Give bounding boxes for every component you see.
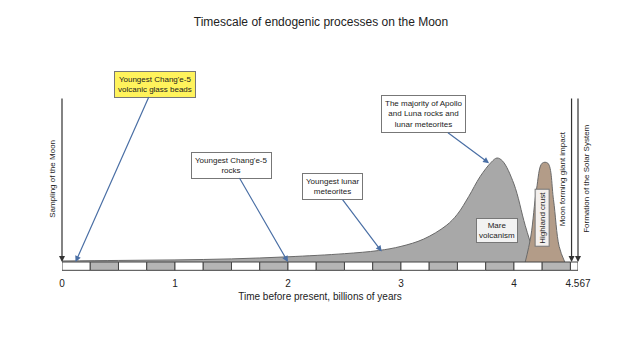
svg-text:Timescale of endogenic process: Timescale of endogenic processes on the … bbox=[194, 15, 448, 29]
svg-text:Highland crust: Highland crust bbox=[538, 192, 547, 244]
svg-text:Formation of the Solar System: Formation of the Solar System bbox=[582, 124, 591, 232]
svg-text:1: 1 bbox=[172, 278, 178, 289]
svg-text:Youngest Chang'e-5rocks: Youngest Chang'e-5rocks bbox=[195, 156, 268, 175]
svg-text:0: 0 bbox=[59, 278, 65, 289]
svg-text:Time before present, billions: Time before present, billions of years bbox=[238, 291, 402, 302]
svg-text:Moon forming giant impact: Moon forming giant impact bbox=[558, 131, 567, 226]
svg-text:Youngest Chang'e-5volcanic gla: Youngest Chang'e-5volcanic glass beads bbox=[118, 75, 192, 94]
svg-text:4.567: 4.567 bbox=[565, 278, 590, 289]
svg-text:Youngest lunarmeteorites: Youngest lunarmeteorites bbox=[306, 177, 359, 196]
svg-text:3: 3 bbox=[398, 278, 404, 289]
svg-text:The majority of Apolloand Luna: The majority of Apolloand Luna rocks and… bbox=[385, 99, 462, 129]
svg-text:2: 2 bbox=[285, 278, 291, 289]
svg-text:Sampling of the Moon: Sampling of the Moon bbox=[48, 140, 57, 218]
svg-text:4: 4 bbox=[511, 278, 517, 289]
svg-text:Marevolcanism: Marevolcanism bbox=[479, 221, 515, 240]
